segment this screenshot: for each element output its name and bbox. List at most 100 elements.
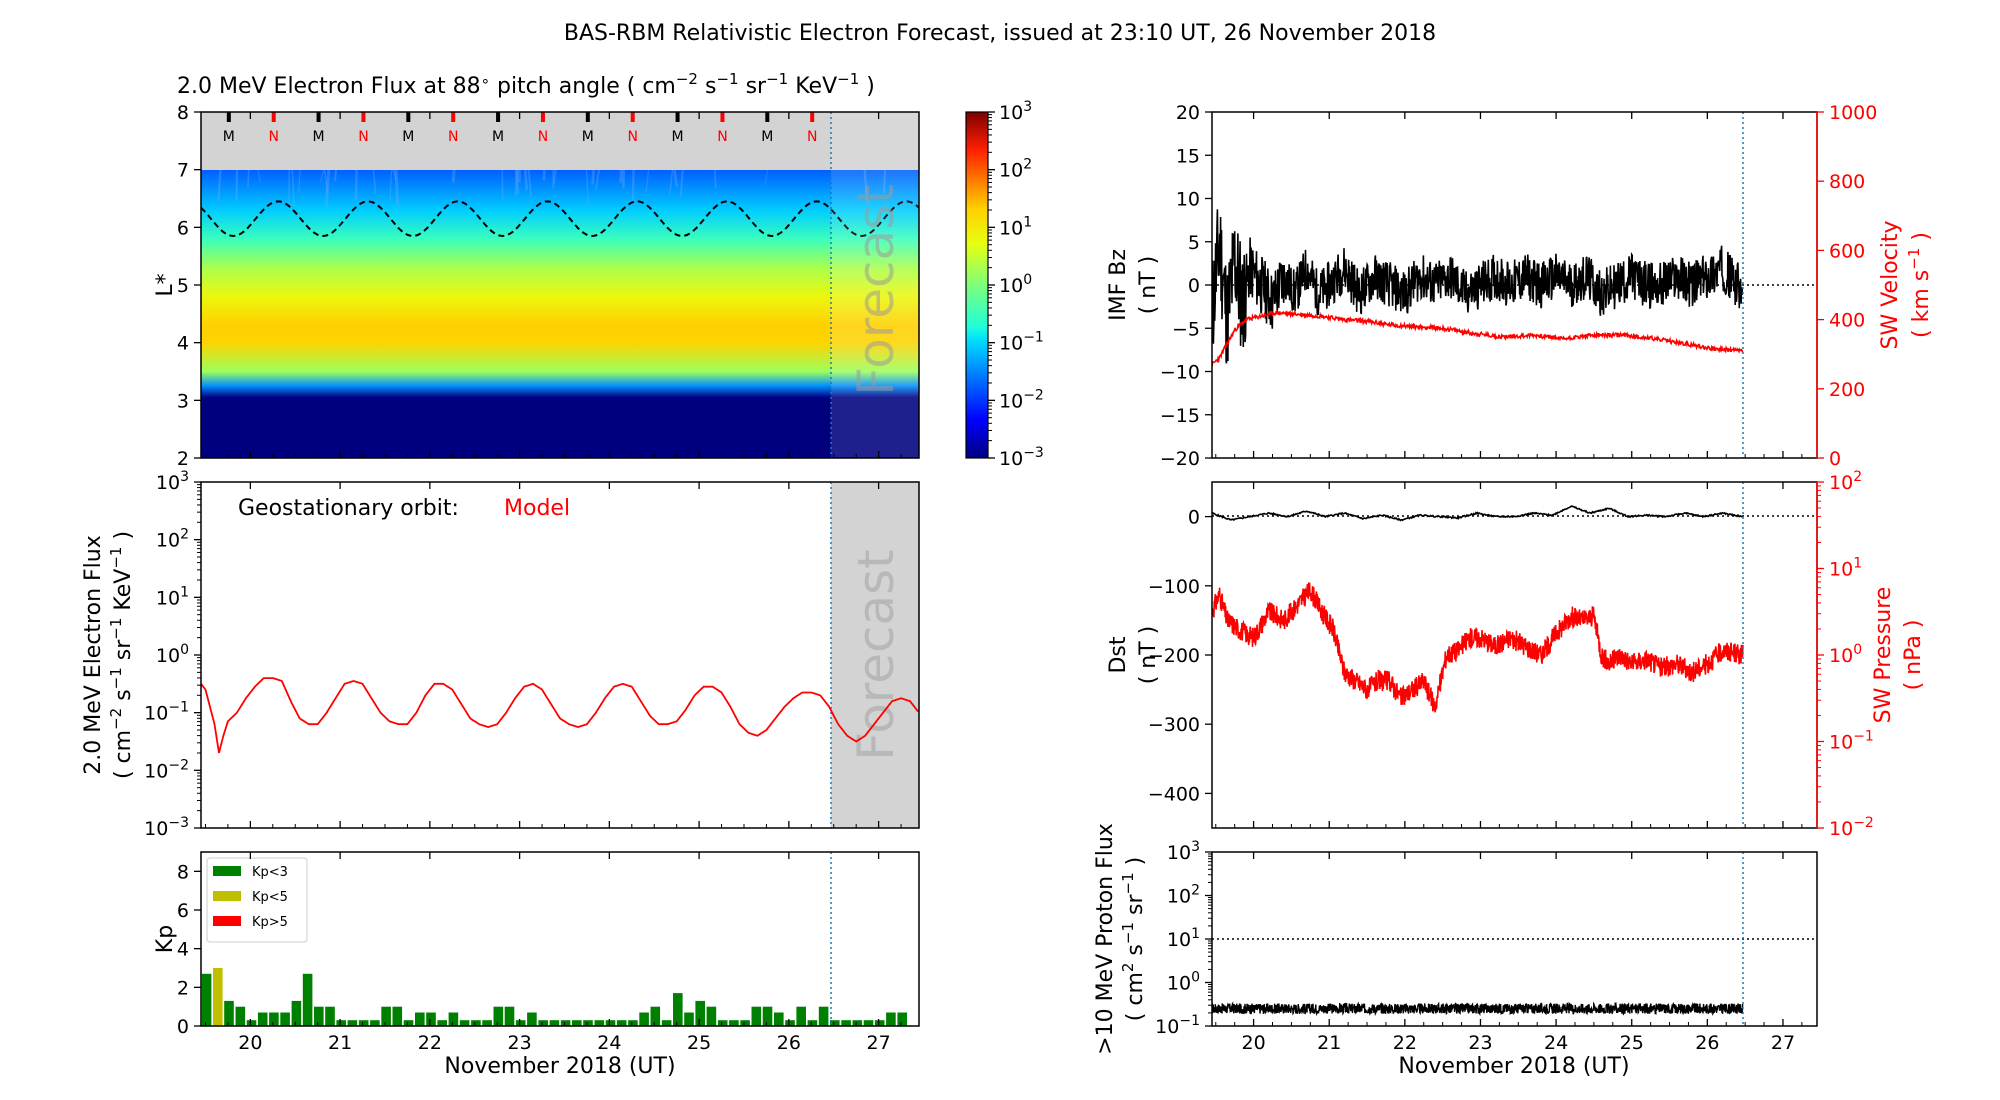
x-tick-label: 25 [1620, 1032, 1644, 1054]
flux-map-title: 2.0 MeV Electron Flux at 88∘ pitch angle… [177, 70, 875, 99]
y-tick-label: 103 [1167, 839, 1200, 864]
dst-ylabel: Dst [1106, 636, 1131, 673]
y-tick-label: 100 [1829, 642, 1862, 667]
y-tick-label: 5 [1188, 232, 1200, 254]
kp-ylabel: Kp [153, 925, 178, 953]
kp-bar [639, 1012, 649, 1026]
x-tick-label: 20 [1242, 1032, 1266, 1054]
flux-map-forecast-overlay [831, 112, 919, 458]
mn-marker-label: N [448, 129, 458, 145]
y-tick-label: 10−3 [144, 815, 189, 840]
kp-bar [426, 1012, 436, 1026]
y-tick-label: 0 [177, 1016, 189, 1038]
kp-bar [515, 1020, 526, 1026]
y-tick-label: 0 [1188, 507, 1200, 529]
x-tick-label: 25 [687, 1032, 711, 1054]
kp-bar [740, 1020, 750, 1026]
colorbar-tick-label: 10−3 [999, 445, 1044, 470]
kp-bar [572, 1020, 582, 1026]
y-tick-label: 10 [1176, 189, 1200, 211]
mn-marker-label: N [358, 129, 368, 145]
kp-bar [583, 1020, 593, 1026]
flux-streak [320, 169, 324, 183]
y-tick-label: 10−1 [1155, 1013, 1200, 1038]
kp-bar [560, 1020, 571, 1026]
imf-ylabel: IMF Bz [1106, 249, 1131, 321]
y-tick-label: −20 [1160, 448, 1200, 470]
kp-bar [695, 1000, 705, 1026]
y-tick-label: 10−2 [144, 757, 189, 782]
kp-bar [224, 1000, 234, 1026]
flux-streak [595, 169, 600, 190]
colorbar-tick-label: 10−2 [999, 387, 1044, 412]
geo-flux-forecast-label: Forecast [847, 549, 905, 761]
kp-bar [830, 1020, 840, 1026]
flux-streak [669, 169, 674, 196]
flux-streak [514, 169, 519, 197]
x-tick-label: 24 [1544, 1032, 1568, 1054]
y-tick-label: 10−1 [1829, 729, 1874, 754]
y-tick-label: 100 [156, 642, 189, 667]
kp-bar [415, 1012, 425, 1026]
flux-streak [882, 169, 886, 194]
x-tick-label: 22 [1393, 1032, 1417, 1054]
imf-ylabel-units: ( nT ) [1136, 256, 1161, 315]
y-tick-label: 102 [1829, 469, 1862, 494]
kp-bar [796, 1006, 806, 1026]
y-tick-label: 5 [177, 275, 189, 297]
flux-map-panel: 2.0 MeV Electron Flux at 88∘ pitch angle… [153, 70, 1044, 470]
mn-marker-label: N [268, 129, 278, 145]
kp-bar [998, 987, 1008, 1026]
y-tick-label: 10−2 [1829, 815, 1874, 840]
kp-bar [459, 1020, 470, 1026]
y-tick-label: −200 [1148, 645, 1200, 667]
kp-bar [302, 973, 313, 1026]
flux-streak [394, 169, 400, 206]
kp-bar [448, 1012, 459, 1026]
flux-map-ylabel: L* [153, 273, 178, 296]
kp-bar [818, 1006, 829, 1026]
flux-streak [679, 169, 684, 197]
kp-bar [616, 1020, 627, 1026]
proton-flux-line [1212, 1001, 1744, 1017]
flux-streak [217, 169, 222, 202]
dst-line [1212, 505, 1743, 522]
kp-bar [785, 1020, 795, 1026]
flux-streak [622, 169, 626, 189]
kp-frame [200, 851, 920, 1027]
x-tick-label: 27 [867, 1032, 891, 1054]
kp-legend-label: Kp<5 [252, 890, 288, 905]
kp-bar [1021, 968, 1031, 1026]
mn-marker-label: N [717, 129, 727, 145]
mn-marker-label: M [582, 129, 594, 145]
y-tick-label: 2 [177, 977, 189, 999]
kp-bar [807, 1020, 818, 1026]
kp-bar [661, 1020, 672, 1026]
kp-bar [381, 1006, 391, 1026]
sw-pressure-line [1212, 582, 1744, 713]
flux-streak [645, 169, 650, 193]
sw-velocity-line [1212, 309, 1744, 367]
kp-bar [886, 1012, 896, 1026]
mn-marker-label: M [402, 129, 414, 145]
y-tick-label: 101 [156, 584, 189, 609]
flux-streak [631, 169, 635, 203]
kp-bar [471, 1020, 481, 1026]
geo-flux-ylabel: 2.0 MeV Electron Flux [81, 535, 106, 775]
y-tick-label: 600 [1829, 240, 1865, 262]
kp-bar [336, 1020, 346, 1026]
kp-bar [347, 1020, 358, 1026]
kp-bar [774, 1012, 784, 1026]
flux-streak [591, 169, 595, 185]
kp-bar [628, 1020, 638, 1026]
kp-bar [931, 987, 941, 1026]
kp-bar [965, 987, 975, 1026]
flux-streak [392, 169, 398, 181]
x-tick-label: 24 [597, 1032, 621, 1054]
flux-map-gray-region [201, 112, 919, 170]
flux-streak [297, 169, 301, 194]
colorbar-tick-label: 103 [999, 99, 1032, 124]
kp-bar [897, 1012, 907, 1026]
kp-bar [1032, 968, 1042, 1026]
